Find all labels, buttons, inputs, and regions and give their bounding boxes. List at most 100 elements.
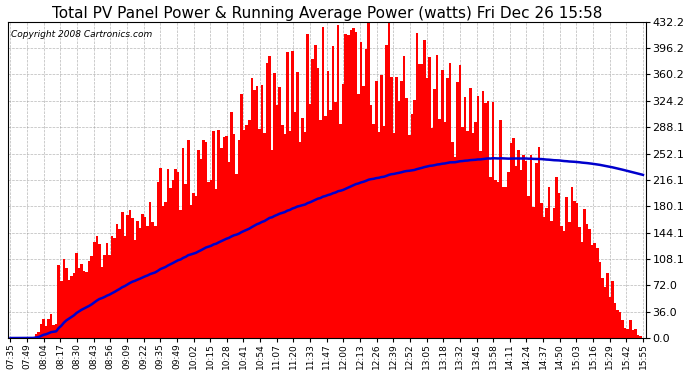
Bar <box>57 266 60 338</box>
Bar <box>284 134 286 338</box>
Bar <box>195 196 197 338</box>
Bar <box>225 135 228 338</box>
Bar <box>573 201 575 338</box>
Bar <box>88 261 90 338</box>
Bar <box>464 97 466 338</box>
Bar <box>192 193 195 338</box>
Bar <box>542 216 545 338</box>
Bar <box>228 162 230 338</box>
Bar <box>563 231 566 338</box>
Bar <box>492 102 494 338</box>
Bar <box>624 327 627 338</box>
Bar <box>466 132 469 338</box>
Bar <box>319 120 322 338</box>
Bar <box>175 169 177 338</box>
Bar <box>558 192 560 338</box>
Bar <box>515 166 518 338</box>
Bar <box>593 243 596 338</box>
Bar <box>70 276 72 338</box>
Bar <box>391 77 393 338</box>
Bar <box>263 133 266 338</box>
Bar <box>395 76 398 338</box>
Bar <box>350 30 352 338</box>
Bar <box>281 125 284 338</box>
Bar <box>406 98 408 338</box>
Bar <box>400 81 403 338</box>
Bar <box>121 212 124 338</box>
Bar <box>306 34 309 338</box>
Bar <box>113 238 116 338</box>
Bar <box>243 130 246 338</box>
Bar <box>83 271 86 338</box>
Bar <box>72 273 75 338</box>
Bar <box>589 229 591 338</box>
Bar <box>583 209 586 338</box>
Bar <box>619 312 622 338</box>
Bar <box>525 162 527 338</box>
Bar <box>494 180 497 338</box>
Bar <box>347 34 350 338</box>
Bar <box>126 215 128 338</box>
Bar <box>518 150 520 338</box>
Bar <box>139 228 141 338</box>
Bar <box>359 42 362 338</box>
Bar <box>288 131 291 338</box>
Bar <box>548 188 550 338</box>
Bar <box>616 310 619 338</box>
Bar <box>428 57 431 338</box>
Bar <box>197 150 199 338</box>
Bar <box>627 329 629 338</box>
Bar <box>63 260 65 338</box>
Bar <box>322 27 324 338</box>
Bar <box>555 177 558 338</box>
Bar <box>571 187 573 338</box>
Bar <box>469 88 471 338</box>
Bar <box>598 262 601 338</box>
Bar <box>566 197 568 338</box>
Bar <box>520 170 522 338</box>
Bar <box>233 134 235 338</box>
Bar <box>111 236 113 338</box>
Bar <box>631 330 634 338</box>
Bar <box>159 168 161 338</box>
Bar <box>385 45 388 338</box>
Bar <box>309 104 311 338</box>
Bar <box>403 57 406 338</box>
Bar <box>426 78 428 338</box>
Bar <box>279 87 281 338</box>
Bar <box>421 64 423 338</box>
Bar <box>291 51 294 338</box>
Bar <box>93 242 95 338</box>
Bar <box>246 124 248 338</box>
Bar <box>86 272 88 338</box>
Bar <box>55 324 57 338</box>
Bar <box>613 303 616 338</box>
Bar <box>220 147 223 338</box>
Bar <box>108 255 111 338</box>
Bar <box>344 34 347 338</box>
Bar <box>329 110 332 338</box>
Bar <box>50 314 52 338</box>
Bar <box>42 319 45 338</box>
Text: Copyright 2008 Cartronics.com: Copyright 2008 Cartronics.com <box>11 30 152 39</box>
Bar <box>238 140 240 338</box>
Bar <box>98 244 101 338</box>
Bar <box>210 180 213 338</box>
Bar <box>586 224 589 338</box>
Bar <box>202 140 205 338</box>
Bar <box>639 336 642 338</box>
Bar <box>380 75 382 338</box>
Bar <box>332 46 335 338</box>
Bar <box>604 286 606 338</box>
Bar <box>581 243 583 338</box>
Bar <box>533 207 535 338</box>
Bar <box>146 225 149 338</box>
Bar <box>37 332 40 338</box>
Bar <box>489 177 492 338</box>
Bar <box>106 243 108 338</box>
Bar <box>355 32 357 338</box>
Bar <box>375 81 377 338</box>
Bar <box>223 137 225 338</box>
Bar <box>431 128 433 338</box>
Bar <box>622 320 624 338</box>
